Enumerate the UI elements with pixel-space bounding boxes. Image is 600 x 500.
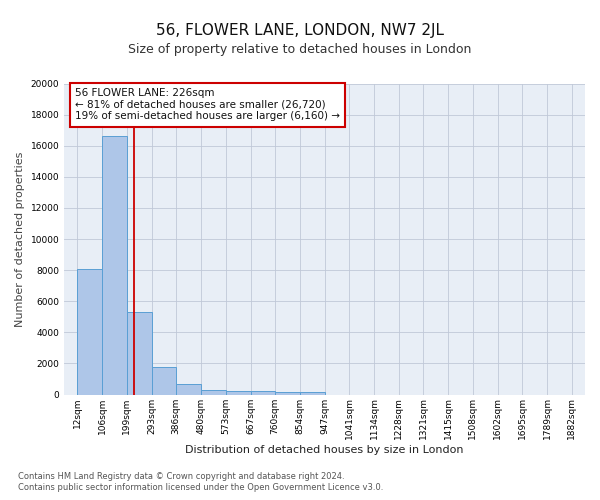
X-axis label: Distribution of detached houses by size in London: Distribution of detached houses by size …	[185, 445, 464, 455]
Bar	[176, 384, 201, 394]
Bar	[201, 390, 226, 394]
Text: Size of property relative to detached houses in London: Size of property relative to detached ho…	[128, 42, 472, 56]
Text: Contains public sector information licensed under the Open Government Licence v3: Contains public sector information licen…	[18, 484, 383, 492]
Bar	[275, 392, 300, 394]
Bar	[226, 390, 251, 394]
Bar	[251, 392, 275, 394]
Bar	[152, 368, 176, 394]
Y-axis label: Number of detached properties: Number of detached properties	[15, 152, 25, 326]
Bar	[77, 268, 102, 394]
Text: 56, FLOWER LANE, LONDON, NW7 2JL: 56, FLOWER LANE, LONDON, NW7 2JL	[156, 22, 444, 38]
Text: 56 FLOWER LANE: 226sqm
← 81% of detached houses are smaller (26,720)
19% of semi: 56 FLOWER LANE: 226sqm ← 81% of detached…	[75, 88, 340, 122]
Bar	[102, 136, 127, 394]
Bar	[127, 312, 152, 394]
Bar	[300, 392, 325, 394]
Text: Contains HM Land Registry data © Crown copyright and database right 2024.: Contains HM Land Registry data © Crown c…	[18, 472, 344, 481]
